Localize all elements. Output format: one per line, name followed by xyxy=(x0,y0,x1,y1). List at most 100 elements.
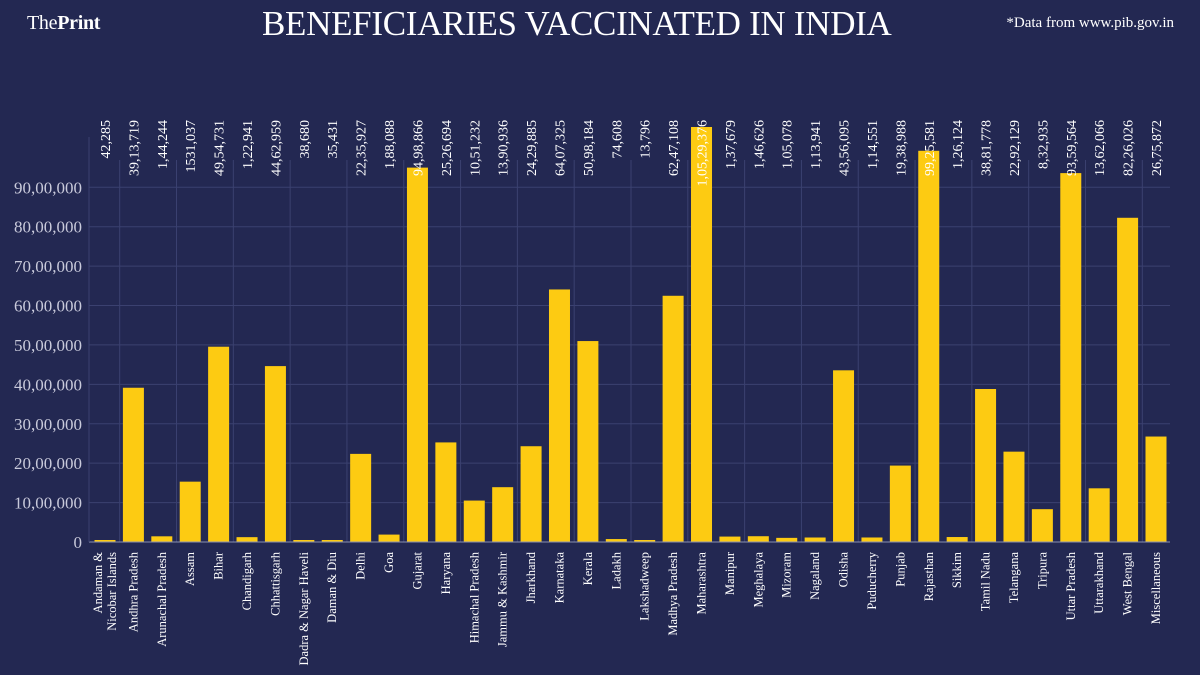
x-tick-label: Gujarat xyxy=(410,551,424,589)
x-tick-label: Dadra & Nagar Haveli xyxy=(297,551,311,665)
value-label: 8,32,935 xyxy=(1036,120,1051,169)
value-label: 13,796 xyxy=(639,120,654,159)
y-tick-label: 40,00,000 xyxy=(14,375,82,394)
x-tick-label: Punjab xyxy=(893,552,907,587)
y-tick-label: 20,00,000 xyxy=(14,454,82,473)
value-label: 39,13,719 xyxy=(127,120,142,176)
x-axis-labels: Andaman & Nicobar Islands Andhra Pradesh Ar… xyxy=(91,551,1163,665)
value-label: 1,13,941 xyxy=(809,120,824,169)
value-label: 43,56,095 xyxy=(838,120,853,176)
bar xyxy=(747,536,769,542)
value-label: 50,98,184 xyxy=(582,120,597,176)
bar xyxy=(918,150,940,542)
x-tick-label: Bihar xyxy=(212,551,226,580)
bar xyxy=(179,481,201,542)
value-label: 1,44,244 xyxy=(156,120,171,169)
value-label: 64,07,325 xyxy=(553,120,568,176)
x-tick-label: Himachal Pradesh xyxy=(467,551,481,643)
x-tick-label: Delhi xyxy=(354,551,368,579)
bar xyxy=(151,536,173,542)
value-label: 10,51,232 xyxy=(468,120,483,176)
x-tick-label: Sikkim xyxy=(950,552,964,588)
value-label: 13,62,066 xyxy=(1093,120,1108,176)
x-tick-label: Andhra Pradesh xyxy=(126,551,140,632)
bar xyxy=(122,387,144,542)
x-tick-label: West Bengal xyxy=(1121,551,1135,615)
value-label: 1,22,941 xyxy=(241,120,256,169)
y-tick-label: 80,00,000 xyxy=(14,218,82,237)
logo-light-text: The xyxy=(27,12,58,34)
y-tick-label: 70,00,000 xyxy=(14,257,82,276)
bar xyxy=(548,289,570,542)
bar xyxy=(1031,509,1053,542)
bar xyxy=(804,537,826,542)
x-tick-label: Uttar Pradesh xyxy=(1064,551,1078,620)
y-tick-label: 60,00,000 xyxy=(14,297,82,316)
value-label: 42,285 xyxy=(99,120,114,159)
bar xyxy=(1117,217,1139,542)
value-label: 1,05,29,376 xyxy=(696,120,711,187)
bar xyxy=(1060,173,1082,542)
value-label: 74,608 xyxy=(610,120,625,159)
bar xyxy=(1145,436,1167,542)
bar xyxy=(208,346,230,542)
x-tick-label: Tripura xyxy=(1035,552,1049,589)
bar xyxy=(236,537,258,542)
bar xyxy=(605,539,627,542)
bar xyxy=(1088,488,1110,542)
x-tick-label: Assam xyxy=(183,552,197,586)
bar xyxy=(691,127,713,542)
bar xyxy=(492,487,514,542)
x-tick-label: Tamil Nadu xyxy=(979,551,993,611)
value-label: 38,680 xyxy=(298,120,313,159)
bar xyxy=(776,537,798,542)
value-label: 1,26,124 xyxy=(951,120,966,169)
x-tick-label: Kerala xyxy=(581,552,595,586)
bar xyxy=(861,537,883,542)
value-label: 22,92,129 xyxy=(1008,120,1023,176)
value-label: 94,98,866 xyxy=(411,120,426,176)
x-tick-label: Daman & Diu xyxy=(325,551,339,623)
bar xyxy=(435,442,457,542)
x-tick-label: Jammu & Kashmir xyxy=(496,551,510,647)
value-label: 22,35,927 xyxy=(355,120,370,176)
chart-title: BENEFICIARIES VACCINATED IN INDIA xyxy=(262,4,892,43)
value-label: 62,47,108 xyxy=(667,120,682,176)
value-label: 1,14,551 xyxy=(866,120,881,169)
bar xyxy=(889,465,911,542)
value-label: 13,90,936 xyxy=(497,120,512,176)
value-labels: 42,285 39,13,719 1,44,244 1531,037 49,54,731… xyxy=(99,120,1165,187)
logo-bold-text: Print xyxy=(57,12,101,34)
bar xyxy=(264,366,286,542)
x-tick-label: Chandigarh xyxy=(240,551,254,610)
bar xyxy=(662,295,684,542)
x-tick-label: Mizoram xyxy=(780,552,794,598)
theprint-logo: ThePrint xyxy=(27,12,100,35)
x-tick-label: Madhya Pradesh xyxy=(666,551,680,635)
value-label: 99,25,581 xyxy=(923,120,938,176)
x-tick-label: Manipur xyxy=(723,551,737,595)
value-label: 49,54,731 xyxy=(213,120,228,176)
bar xyxy=(406,167,428,543)
x-tick-label: Nicobar Islands xyxy=(105,552,119,631)
bar xyxy=(577,341,599,542)
bar xyxy=(719,536,741,542)
source-note: *Data from www.pib.gov.in xyxy=(1006,15,1174,31)
x-tick-label: Jharkhand xyxy=(524,551,538,603)
value-label: 35,431 xyxy=(326,120,341,159)
x-tick-label: Meghalaya xyxy=(751,552,765,608)
bar xyxy=(94,540,116,542)
value-label: 44,62,959 xyxy=(269,120,284,176)
x-tick-label: Haryana xyxy=(439,552,453,595)
x-tick-label: Chhattisgarh xyxy=(268,551,282,616)
y-axis-ticks: 0 10,00,000 20,00,000 30,00,000 40,00,000 50,… xyxy=(14,178,82,552)
value-label: 24,29,885 xyxy=(525,120,540,176)
bar xyxy=(975,389,997,542)
y-tick-label: 10,00,000 xyxy=(14,494,82,513)
x-tick-label: Andaman & xyxy=(91,552,105,614)
y-tick-label: 90,00,000 xyxy=(14,178,82,197)
value-label: 1531,037 xyxy=(184,120,199,173)
y-tick-label: 0 xyxy=(74,533,83,552)
bar xyxy=(350,453,372,542)
x-tick-label: Puducherry xyxy=(865,551,879,609)
